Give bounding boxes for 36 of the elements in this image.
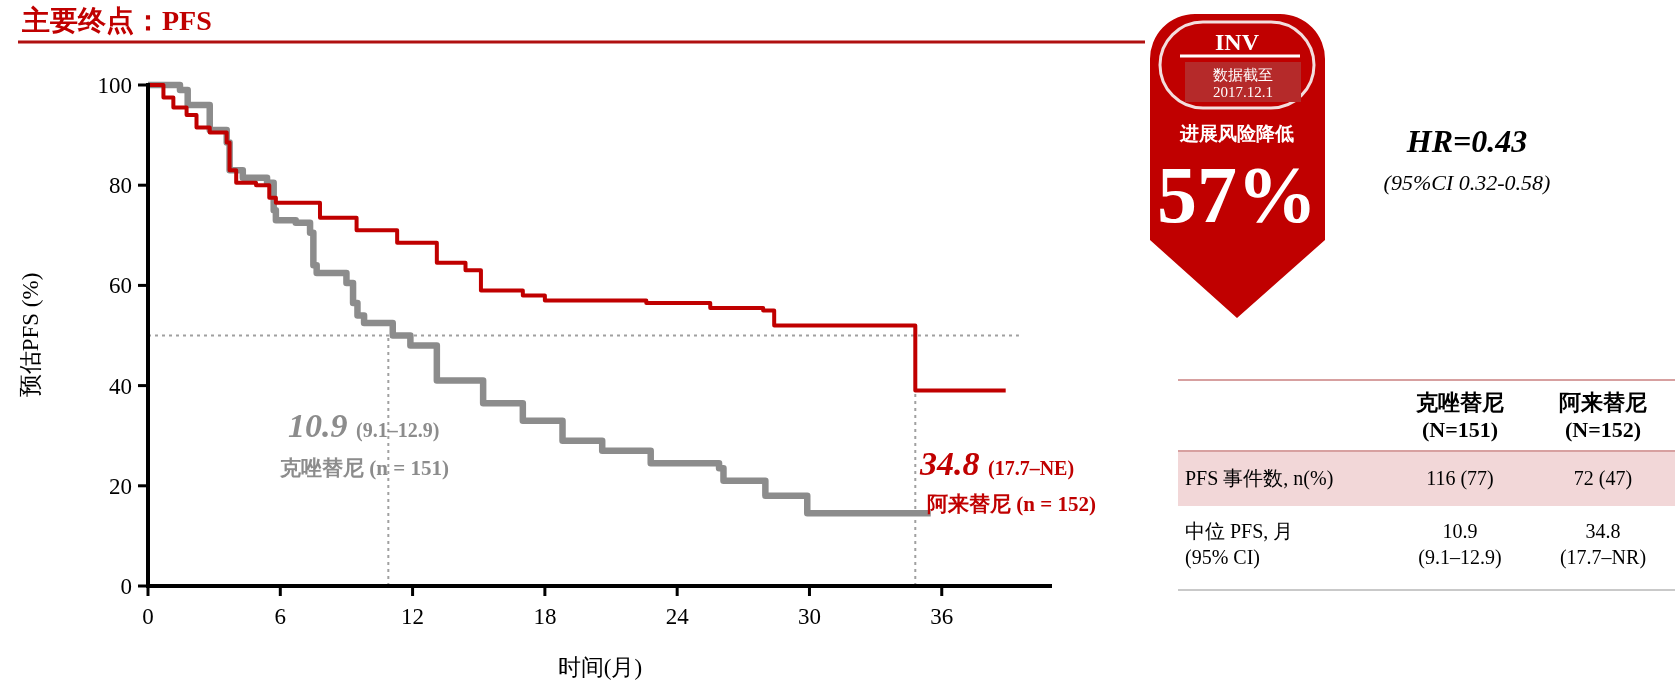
y-tick-label: 80 [109,173,132,199]
text: (N=152) [1564,417,1642,442]
text: 116 (77) [1426,467,1494,490]
y-tick-label: 60 [109,273,132,299]
y-tick-label: 100 [97,73,132,98]
x-tick-label: 12 [401,604,425,629]
y-axis-title: 预估PFS (%) [18,272,43,398]
text: HR=0.43 [1405,123,1528,159]
y-tick-label: 20 [109,473,132,499]
picture-badge: INV 数据截至 2017.12.1 进展风险降低 57% [1150,14,1325,318]
y-tick-label: 0 [120,574,132,599]
x-tick-label: 18 [533,604,557,629]
x-tick-label: 0 [142,604,154,629]
text: 10.9 [1442,520,1478,542]
annotation: 34.8 (17.7–NE) [919,445,1075,482]
text: (17.7–NR) [1559,546,1647,569]
text: (9.1–12.9) [1418,546,1502,569]
x-tick-label: 24 [665,604,690,629]
text: 克唑替尼 [1415,390,1504,415]
text: 中位 PFS, 月 [1185,520,1294,542]
text: 72 (47) [1573,467,1633,490]
text: (95% CI) [1185,546,1260,569]
text: 阿来替尼 (n = 152) [927,492,1096,516]
y-tick-label: 40 [109,373,132,399]
text: (N=151) [1421,417,1499,442]
text: 34.8 [1585,520,1621,542]
annotation: 10.9 (9.1–12.9) [288,407,440,444]
text: PFS 事件数, n(%) [1185,467,1334,490]
x-tick-label: 30 [797,604,821,629]
text: 阿来替尼 [1559,390,1647,415]
chart-title: 主要终点：PFS [21,5,212,36]
x-axis-title: 时间(月) [557,655,643,680]
x-tick-label: 36 [930,604,954,629]
text: (95%CI 0.32-0.58) [1383,170,1551,195]
x-tick-label: 6 [274,604,287,629]
text: 克唑替尼 (n = 151) [279,456,449,480]
